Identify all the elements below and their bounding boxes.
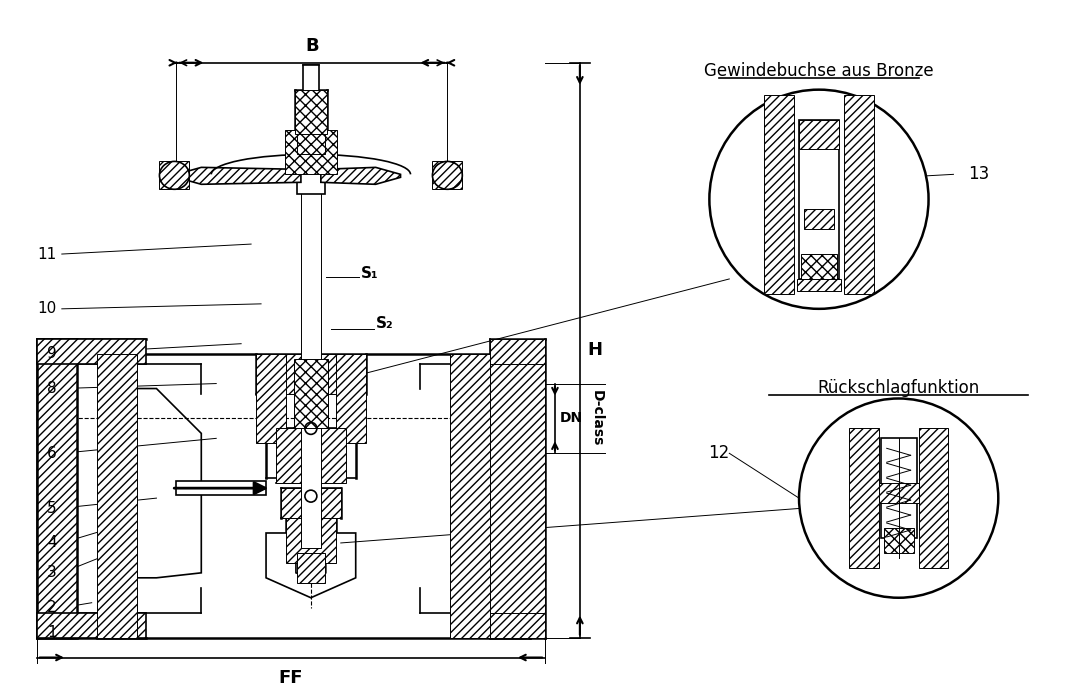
Ellipse shape xyxy=(433,161,462,190)
Text: DN: DN xyxy=(560,412,583,426)
Text: 4: 4 xyxy=(47,536,57,550)
Bar xyxy=(450,354,490,637)
Bar xyxy=(97,354,137,637)
Text: 3: 3 xyxy=(47,565,57,581)
Bar xyxy=(799,120,839,149)
Bar xyxy=(336,354,365,444)
Text: 8: 8 xyxy=(47,381,57,396)
Bar xyxy=(160,161,189,190)
Polygon shape xyxy=(37,612,147,637)
Bar xyxy=(297,115,325,154)
Bar xyxy=(286,518,336,563)
Text: S₂: S₂ xyxy=(376,316,393,331)
Bar xyxy=(490,612,545,637)
Text: H: H xyxy=(588,341,603,359)
Text: 5: 5 xyxy=(47,500,57,516)
Text: 9: 9 xyxy=(47,346,57,361)
Bar xyxy=(301,95,321,548)
Bar xyxy=(276,428,346,483)
Text: 1: 1 xyxy=(47,625,57,640)
Text: S₁: S₁ xyxy=(361,266,378,282)
Bar xyxy=(297,115,325,194)
Bar xyxy=(285,129,337,174)
Text: 10: 10 xyxy=(38,301,57,316)
Bar xyxy=(799,120,839,279)
Text: B: B xyxy=(305,37,318,55)
Bar xyxy=(282,488,340,518)
Circle shape xyxy=(799,399,998,598)
Text: Gewindebuchse aus Bronze: Gewindebuchse aus Bronze xyxy=(704,62,934,80)
Bar xyxy=(880,438,916,538)
Bar xyxy=(257,354,365,394)
Bar xyxy=(293,358,328,428)
Text: D-class: D-class xyxy=(590,390,603,446)
Bar xyxy=(919,428,949,568)
Bar xyxy=(297,553,325,583)
Text: FF: FF xyxy=(278,669,303,687)
Bar xyxy=(303,65,318,95)
Text: 6: 6 xyxy=(47,446,57,461)
Bar xyxy=(804,209,834,229)
Bar xyxy=(849,428,878,568)
Polygon shape xyxy=(37,338,147,363)
Polygon shape xyxy=(176,481,266,495)
Bar xyxy=(844,95,874,294)
Circle shape xyxy=(710,90,928,309)
Polygon shape xyxy=(266,533,355,598)
Text: 12: 12 xyxy=(708,444,729,462)
Text: 11: 11 xyxy=(38,246,57,262)
Ellipse shape xyxy=(160,161,189,190)
Bar xyxy=(490,338,545,363)
Bar xyxy=(797,279,841,291)
Text: 13: 13 xyxy=(969,165,989,183)
Text: 2: 2 xyxy=(47,600,57,615)
Bar xyxy=(433,161,462,190)
Bar xyxy=(295,90,327,134)
Bar xyxy=(801,254,837,279)
Text: Rückschlagfunktion: Rückschlagfunktion xyxy=(817,379,979,397)
Polygon shape xyxy=(137,388,201,578)
Bar xyxy=(490,338,545,637)
Polygon shape xyxy=(176,167,301,184)
Bar xyxy=(884,528,913,553)
Bar xyxy=(764,95,795,294)
Polygon shape xyxy=(321,167,400,184)
Bar xyxy=(37,338,77,637)
Bar xyxy=(878,483,919,503)
Polygon shape xyxy=(37,338,77,637)
Bar xyxy=(257,354,286,444)
